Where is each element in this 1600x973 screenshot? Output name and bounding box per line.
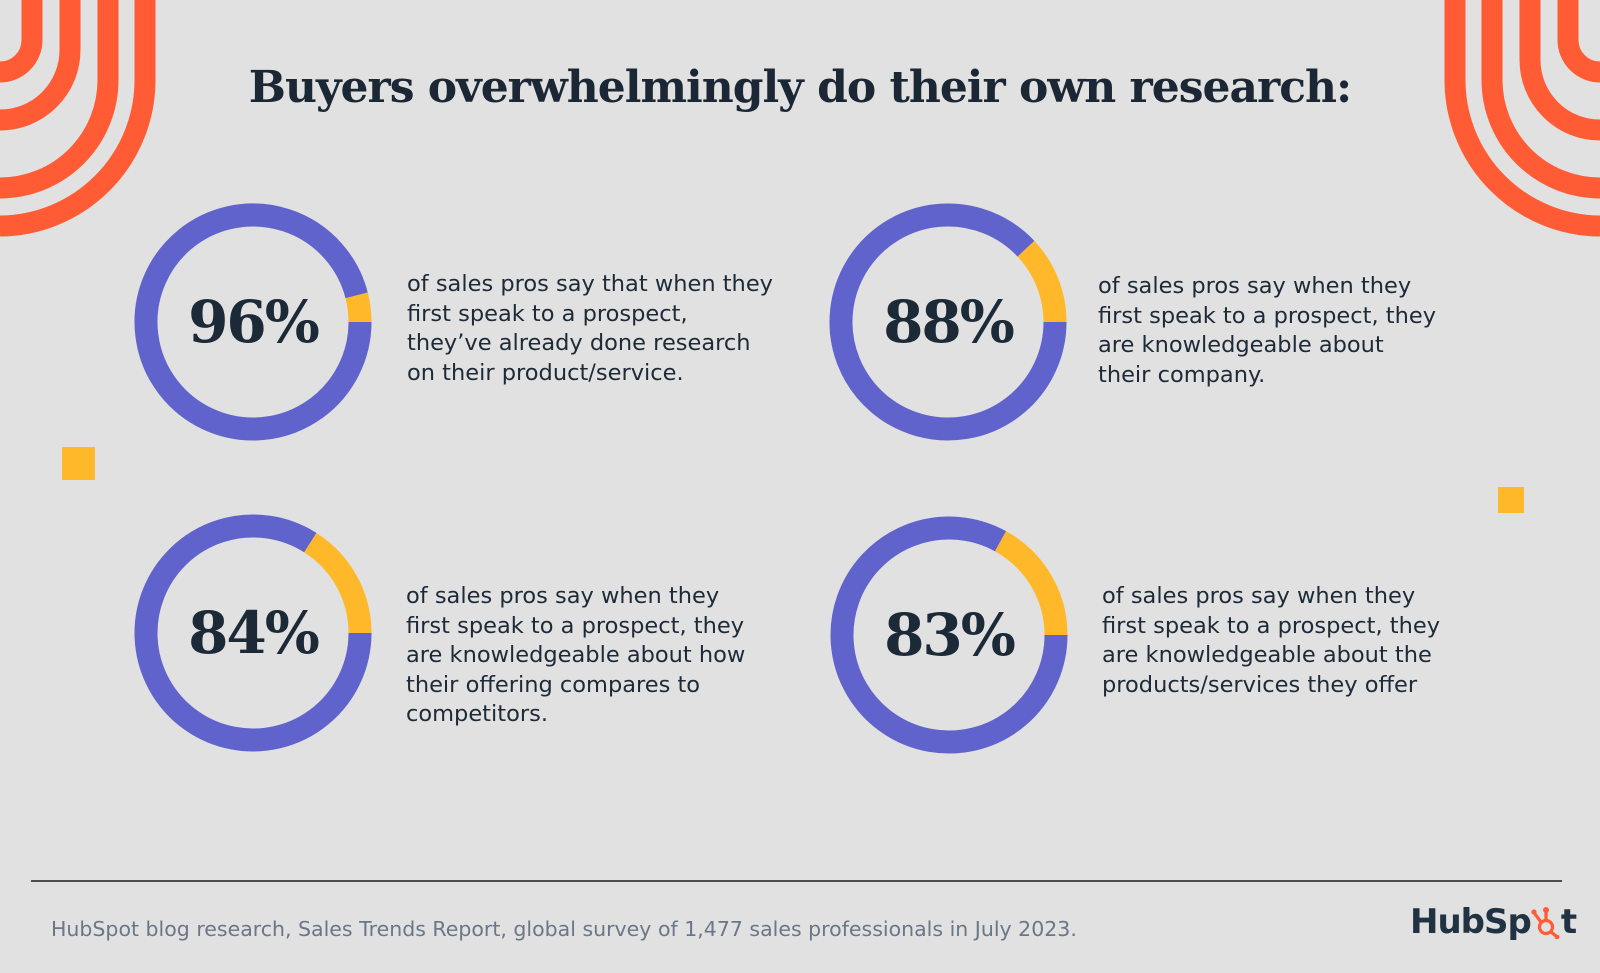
source-note: HubSpot blog research, Sales Trends Repo… bbox=[51, 917, 1077, 941]
description-line: of sales pros say when they bbox=[406, 583, 720, 609]
description-line: first speak to a prospect, they bbox=[406, 612, 745, 639]
donut-percent-label: 84% bbox=[188, 599, 320, 667]
stat-description-3: of sales pros say when they first speak t… bbox=[406, 582, 806, 730]
description-line: are knowledgeable about how bbox=[406, 642, 746, 668]
donut-svg bbox=[830, 516, 1068, 754]
description-line: of sales pros say that when they bbox=[407, 271, 773, 297]
donut-remainder-segment bbox=[994, 531, 1068, 636]
donut-chart-2: 88% bbox=[828, 202, 1068, 442]
donut-remainder-segment bbox=[303, 532, 372, 634]
donut-percent-label: 88% bbox=[883, 288, 1015, 356]
decorative-square-left bbox=[62, 447, 95, 480]
donut-svg bbox=[829, 203, 1067, 441]
donut-chart-1: 96% bbox=[133, 202, 373, 442]
stat-description-4: of sales pros say when they first speak t… bbox=[1102, 582, 1502, 700]
donut-chart-3: 84% bbox=[133, 513, 373, 753]
description-line: of sales pros say when they bbox=[1098, 273, 1412, 299]
donut-percent-label: 83% bbox=[884, 601, 1016, 669]
description-line: first speak to a prospect, they bbox=[1102, 612, 1441, 639]
logo-text-right: t bbox=[1560, 902, 1577, 942]
decorative-arcs-right bbox=[1444, 0, 1600, 237]
description-line: their offering compares to bbox=[406, 671, 701, 698]
donut-chart-4: 83% bbox=[829, 515, 1069, 755]
donut-svg bbox=[134, 203, 372, 441]
stat-description-2: of sales pros say when they first speak t… bbox=[1098, 272, 1498, 390]
description-line: they’ve already done research bbox=[407, 330, 751, 356]
hubspot-logo: HubSp t bbox=[1410, 902, 1577, 942]
decorative-arcs-left bbox=[0, 0, 156, 237]
description-line: are knowledgeable about bbox=[1098, 332, 1384, 358]
decorative-square-right bbox=[1498, 487, 1524, 513]
stat-description-1: of sales pros say that when they first sp… bbox=[407, 270, 807, 388]
description-line: first speak to a prospect, they bbox=[1098, 302, 1437, 329]
description-line: competitors. bbox=[406, 701, 548, 727]
donut-value-segment bbox=[134, 514, 372, 752]
description-line: products/services they offer bbox=[1102, 671, 1418, 698]
donut-value-segment bbox=[829, 203, 1067, 441]
sprocket-icon bbox=[1531, 905, 1561, 940]
footer-divider bbox=[31, 880, 1562, 882]
donut-remainder-segment bbox=[345, 292, 372, 323]
donut-svg bbox=[134, 514, 372, 752]
donut-remainder-segment bbox=[1017, 240, 1067, 323]
description-line: first speak to a prospect, bbox=[407, 300, 688, 327]
donut-value-segment bbox=[134, 203, 372, 441]
page-title: Buyers overwhelmingly do their own resea… bbox=[248, 62, 1352, 113]
description-line: are knowledgeable about the bbox=[1102, 642, 1432, 668]
description-line: on their product/service. bbox=[407, 359, 684, 386]
logo-text-left: HubSp bbox=[1410, 902, 1532, 942]
donut-percent-label: 96% bbox=[188, 288, 320, 356]
donut-value-segment bbox=[830, 516, 1068, 754]
description-line: of sales pros say when they bbox=[1102, 583, 1416, 609]
description-line: their company. bbox=[1098, 361, 1266, 388]
